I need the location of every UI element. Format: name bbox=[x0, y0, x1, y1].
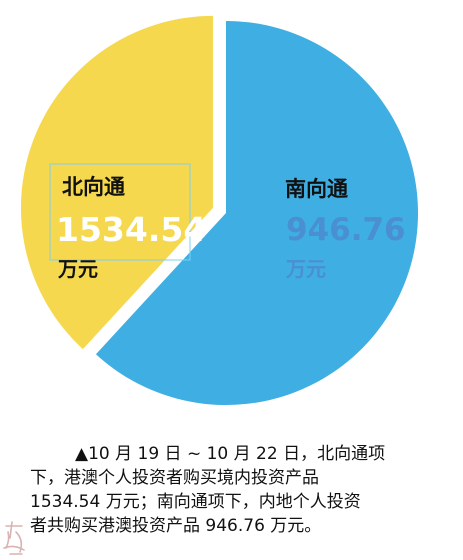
north-slice-value: 1534.54 bbox=[56, 210, 206, 249]
south-slice-value: 946.76 bbox=[286, 212, 406, 248]
north-slice-label: 北向通 bbox=[62, 175, 125, 199]
pie-slice-south bbox=[20, 15, 213, 350]
figure-caption: ▲10 月 19 日 ~ 10 月 22 日，北向通项 下，港澳个人投资者购买境… bbox=[30, 442, 440, 538]
pie-chart: 北向通 1534.54 万元 南向通 946.76 万元 bbox=[20, 15, 419, 405]
newspaper-watermark-logo bbox=[3, 521, 25, 555]
south-slice-label: 南向通 bbox=[285, 177, 348, 201]
pie-slices bbox=[20, 15, 419, 405]
south-slice-unit: 万元 bbox=[285, 257, 326, 281]
north-slice-unit: 万元 bbox=[57, 257, 98, 281]
caption-line: 者共购买港澳投资产品 946.76 万元。 bbox=[30, 516, 322, 536]
caption-line: 1534.54 万元；南向通项下，内地个人投资 bbox=[30, 492, 361, 512]
caption-line: 下，港澳个人投资者购买境内投资产品 bbox=[30, 468, 319, 488]
caption-line: ▲10 月 19 日 ~ 10 月 22 日，北向通项 bbox=[75, 444, 386, 464]
pie-slice-north bbox=[95, 21, 419, 405]
north-label-frame bbox=[49, 163, 191, 261]
